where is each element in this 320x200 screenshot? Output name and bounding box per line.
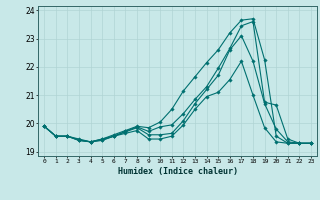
X-axis label: Humidex (Indice chaleur): Humidex (Indice chaleur)	[118, 167, 238, 176]
